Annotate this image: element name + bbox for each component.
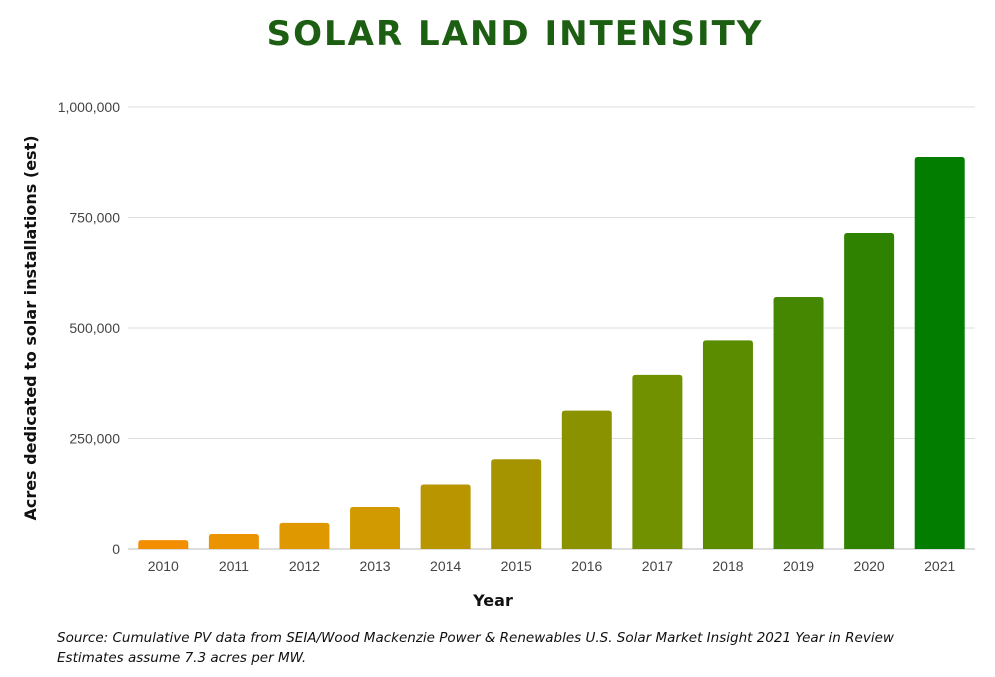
bar-2017 (632, 374, 683, 549)
x-tick-label: 2012 (289, 558, 320, 574)
y-tick-label: 250,000 (69, 431, 120, 447)
bar-2018 (702, 340, 753, 549)
gridlines (128, 106, 975, 550)
x-tick-label: 2016 (571, 558, 602, 574)
source-line-2: Estimates assume 7.3 acres per MW. (57, 650, 307, 666)
bar-2010 (138, 540, 189, 549)
y-axis-ticks: 0 250,000 500,000 750,000 1,000,000 (58, 99, 121, 557)
y-tick-label: 1,000,000 (58, 99, 120, 115)
bar-2012 (279, 522, 330, 549)
x-tick-label: 2020 (854, 558, 885, 574)
bar-2019 (773, 297, 824, 549)
source-note: Source: Cumulative PV data from SEIA/Woo… (57, 628, 894, 668)
bar-2020 (844, 232, 895, 549)
bar-2013 (350, 507, 401, 549)
source-line-1: Source: Cumulative PV data from SEIA/Woo… (57, 630, 894, 646)
x-axis-ticks: 2010 2011 2012 2013 2014 2015 2016 2017 2018 2019… (148, 558, 956, 574)
x-axis-label: Year (472, 591, 513, 610)
x-tick-label: 2017 (642, 558, 673, 574)
x-tick-label: 2018 (712, 558, 743, 574)
x-tick-label: 2010 (148, 558, 179, 574)
bar-2011 (208, 533, 259, 549)
bar-2016 (561, 410, 612, 549)
x-tick-label: 2015 (501, 558, 532, 574)
y-tick-label: 750,000 (69, 210, 120, 226)
chart-title: SOLAR LAND INTENSITY (266, 14, 764, 54)
bar-2014 (420, 484, 471, 549)
bars (138, 156, 965, 550)
x-tick-label: 2021 (924, 558, 955, 574)
y-tick-label: 0 (112, 541, 120, 557)
y-tick-label: 500,000 (69, 320, 120, 336)
x-tick-label: 2019 (783, 558, 814, 574)
y-axis-label: Acres dedicated to solar installations (… (21, 135, 40, 520)
bar-2021 (914, 156, 965, 550)
x-tick-label: 2011 (219, 558, 249, 574)
x-tick-label: 2013 (359, 558, 390, 574)
x-tick-label: 2014 (430, 558, 461, 574)
bar-2015 (491, 459, 542, 549)
